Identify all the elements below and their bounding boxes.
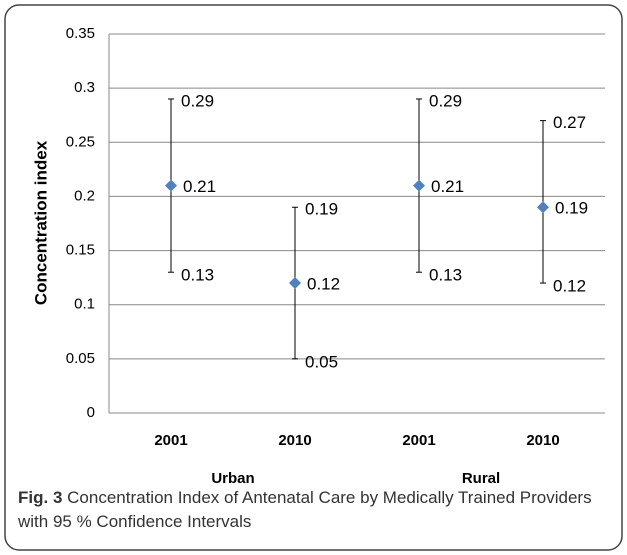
caption-text: Concentration Index of Antenatal Care by…: [18, 488, 592, 531]
y-tick-label: 0.15: [66, 242, 95, 259]
y-tick-label: 0.35: [66, 25, 95, 42]
y-tick-label: 0.05: [66, 350, 95, 367]
x-tick-label: 2001: [154, 432, 187, 449]
point: [289, 277, 301, 290]
lower-label: 0.12: [553, 277, 586, 296]
point: [165, 179, 177, 192]
y-tick-label: 0.2: [74, 187, 95, 204]
x-tick-label: 2010: [278, 432, 311, 449]
group-label: Rural: [462, 470, 500, 487]
value-label: 0.21: [431, 177, 464, 196]
upper-label: 0.27: [553, 113, 586, 132]
value-label: 0.19: [555, 199, 588, 218]
lower-label: 0.13: [429, 266, 462, 285]
upper-label: 0.29: [429, 91, 462, 110]
value-label: 0.12: [307, 275, 340, 294]
upper-label: 0.29: [181, 91, 214, 110]
lower-label: 0.13: [181, 266, 214, 285]
caption: Fig. 3 Concentration Index of Antenatal …: [18, 486, 608, 534]
y-tick-label: 0.3: [74, 79, 95, 96]
frame: [4, 4, 623, 551]
x-tick-label: 2010: [526, 432, 559, 449]
y-axis-title: Concentration index: [31, 140, 50, 305]
group-label: Urban: [211, 470, 254, 487]
value-label: 0.21: [183, 177, 216, 196]
y-tick-label: 0: [87, 404, 95, 421]
x-tick-label: 2001: [402, 432, 435, 449]
y-tick-label: 0.1: [74, 296, 95, 313]
point: [413, 179, 425, 192]
caption-label: Fig. 3: [18, 488, 63, 507]
lower-label: 0.05: [305, 352, 338, 371]
point: [537, 201, 549, 214]
upper-label: 0.19: [305, 200, 338, 219]
y-tick-label: 0.25: [66, 133, 95, 150]
